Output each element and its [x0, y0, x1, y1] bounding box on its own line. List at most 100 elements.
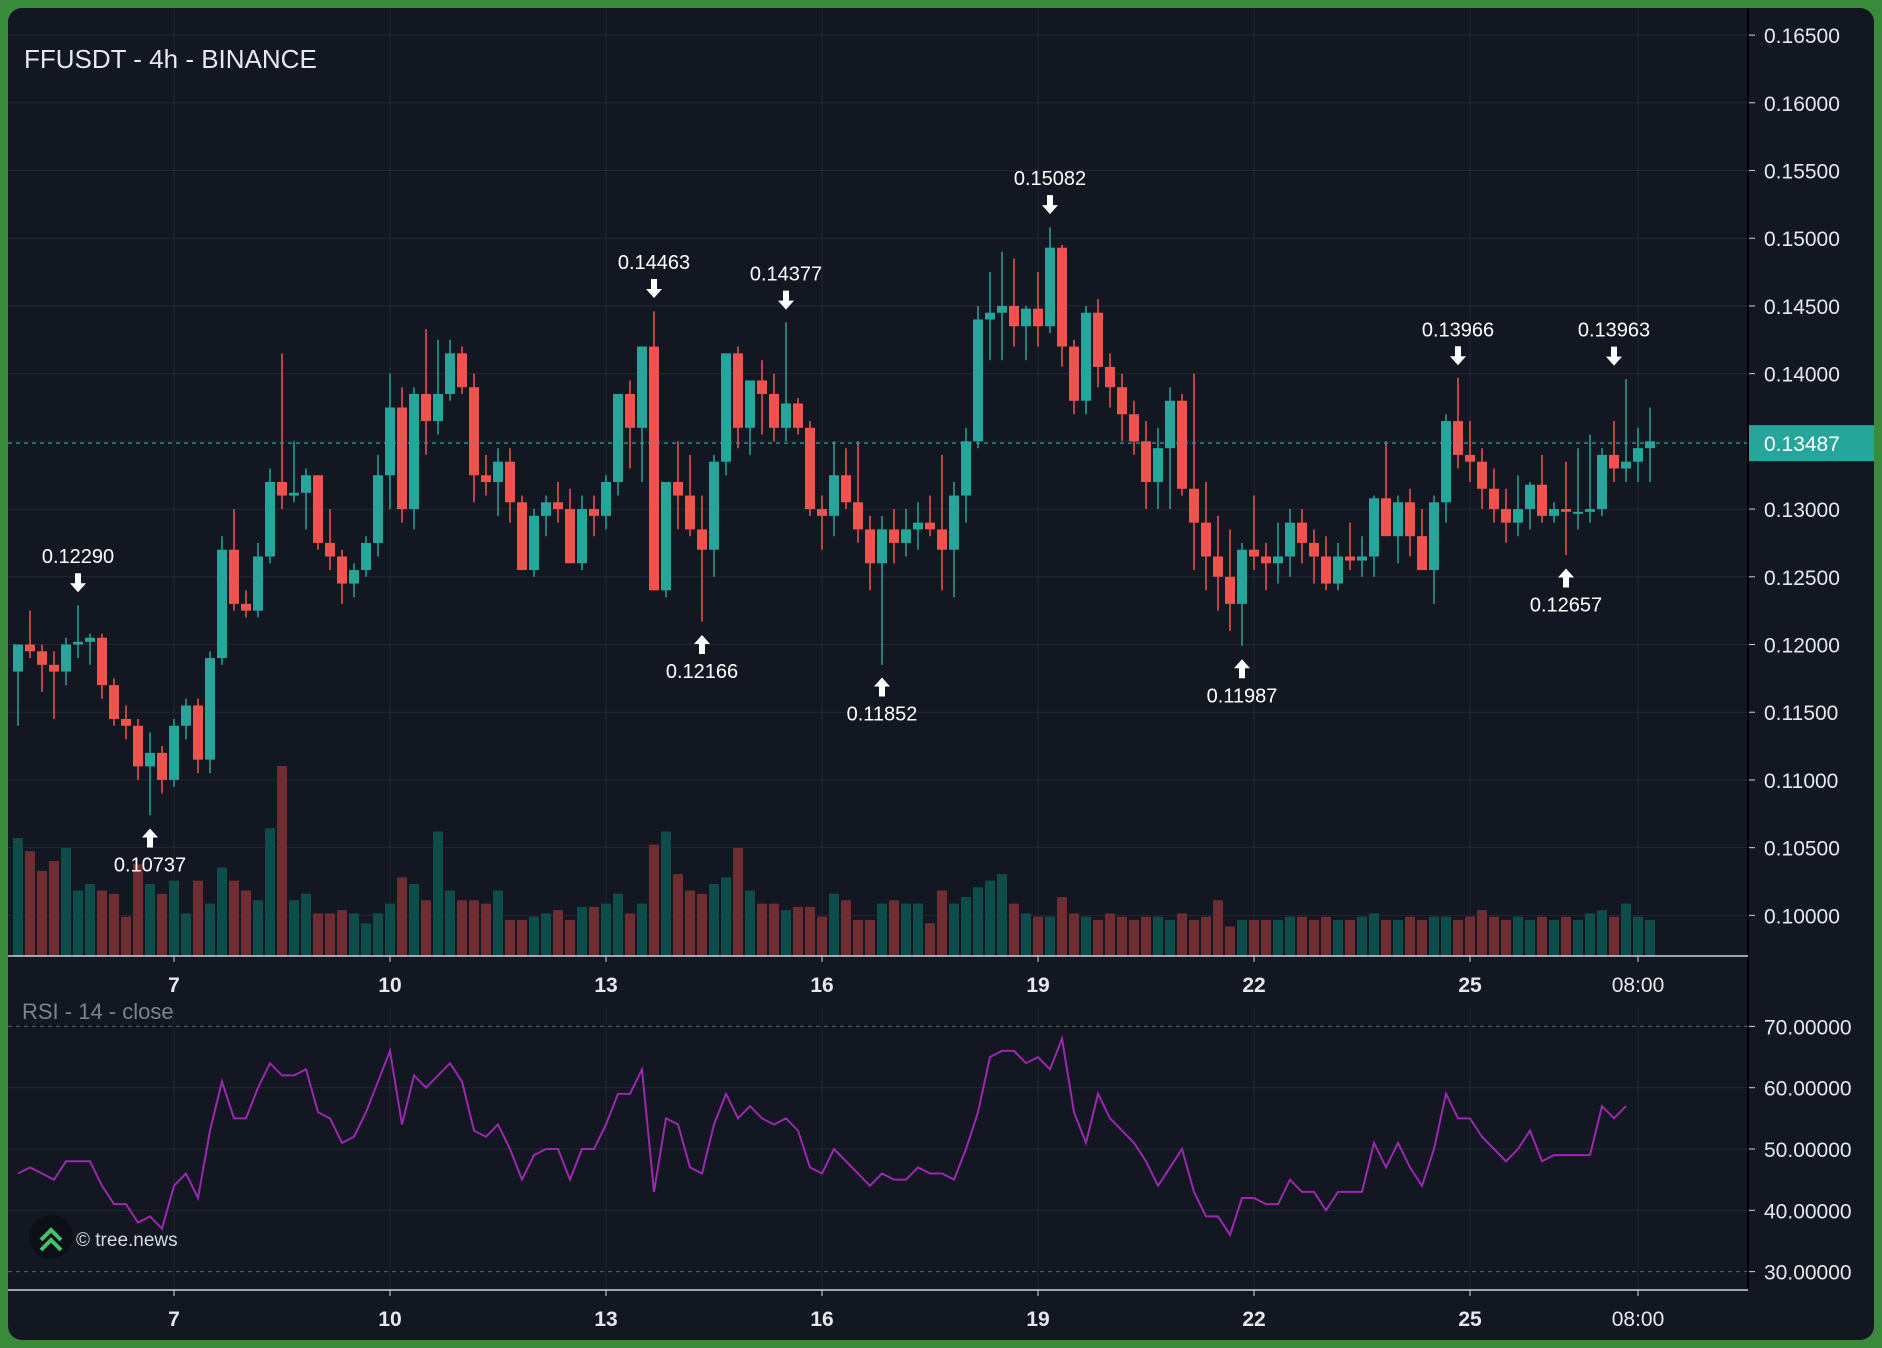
candle-body[interactable]: [553, 502, 563, 510]
candle-body[interactable]: [937, 529, 947, 550]
candle-body[interactable]: [1501, 509, 1511, 523]
candle-body[interactable]: [709, 461, 719, 550]
candle-body[interactable]: [133, 725, 143, 767]
candle-body[interactable]: [1033, 308, 1043, 327]
candle-body[interactable]: [1561, 509, 1571, 512]
chart-canvas[interactable]: 0.12290 0.10737 0.14463 0.12166 0.14377 0.118…: [8, 8, 1874, 1340]
candle-body[interactable]: [925, 522, 935, 530]
candle-body[interactable]: [973, 319, 983, 442]
candle-body[interactable]: [1249, 549, 1259, 557]
candle-body[interactable]: [61, 644, 71, 672]
candle-body[interactable]: [1057, 247, 1067, 347]
candle-body[interactable]: [529, 515, 539, 571]
candle-body[interactable]: [469, 387, 479, 476]
candle-body[interactable]: [1021, 308, 1031, 327]
candle-body[interactable]: [1117, 387, 1127, 415]
candle-body[interactable]: [109, 685, 119, 719]
candle-body[interactable]: [673, 482, 683, 496]
candle-body[interactable]: [997, 305, 1007, 313]
candle-body[interactable]: [901, 529, 911, 543]
candle-body[interactable]: [1393, 502, 1403, 537]
candle-body[interactable]: [685, 495, 695, 530]
candle-body[interactable]: [121, 719, 131, 726]
candle-body[interactable]: [1381, 498, 1391, 537]
candle-body[interactable]: [1477, 461, 1487, 489]
candle-body[interactable]: [865, 529, 875, 564]
candle-body[interactable]: [1333, 556, 1343, 584]
candle-body[interactable]: [781, 403, 791, 428]
candle-body[interactable]: [769, 393, 779, 428]
candle-body[interactable]: [217, 549, 227, 659]
candle-body[interactable]: [1417, 536, 1427, 571]
candle-body[interactable]: [757, 380, 767, 394]
candle-body[interactable]: [457, 353, 467, 388]
candle-body[interactable]: [445, 353, 455, 394]
candle-body[interactable]: [949, 495, 959, 550]
candle-body[interactable]: [1069, 346, 1079, 401]
candle-body[interactable]: [889, 529, 899, 543]
candle-body[interactable]: [1609, 454, 1619, 469]
candle-body[interactable]: [829, 475, 839, 516]
candle-body[interactable]: [1261, 556, 1271, 564]
candle-body[interactable]: [325, 542, 335, 557]
candle-body[interactable]: [1489, 488, 1499, 510]
candle-body[interactable]: [841, 475, 851, 503]
candle-body[interactable]: [1297, 522, 1307, 543]
candle-body[interactable]: [229, 549, 239, 604]
candle-body[interactable]: [1177, 400, 1187, 489]
candle-body[interactable]: [697, 529, 707, 550]
candle-body[interactable]: [1549, 509, 1559, 516]
candle-body[interactable]: [1237, 549, 1247, 604]
candle-body[interactable]: [1405, 502, 1415, 537]
candle-body[interactable]: [1585, 509, 1595, 512]
candle-body[interactable]: [1537, 484, 1547, 516]
candle-body[interactable]: [613, 393, 623, 482]
candle-body[interactable]: [853, 502, 863, 530]
candle-body[interactable]: [1357, 556, 1367, 561]
candle-body[interactable]: [637, 346, 647, 428]
candle-body[interactable]: [301, 475, 311, 493]
candle-body[interactable]: [145, 752, 155, 767]
candle-body[interactable]: [73, 641, 83, 645]
candle-body[interactable]: [493, 461, 503, 482]
candle-body[interactable]: [205, 658, 215, 760]
candle-body[interactable]: [85, 637, 95, 642]
candle-body[interactable]: [193, 705, 203, 760]
candle-body[interactable]: [1105, 366, 1115, 388]
candle-body[interactable]: [1165, 400, 1175, 449]
candle-body[interactable]: [1273, 556, 1283, 564]
candle-body[interactable]: [1213, 556, 1223, 577]
candle-body[interactable]: [277, 482, 287, 496]
candle-body[interactable]: [37, 651, 47, 665]
candle-body[interactable]: [1597, 454, 1607, 510]
candle-body[interactable]: [1093, 312, 1103, 367]
candle-body[interactable]: [1429, 502, 1439, 571]
candle-body[interactable]: [577, 509, 587, 564]
candle-body[interactable]: [913, 522, 923, 530]
candle-body[interactable]: [1045, 247, 1055, 327]
candle-body[interactable]: [49, 664, 59, 672]
candle-body[interactable]: [1321, 556, 1331, 584]
candle-body[interactable]: [1573, 511, 1583, 514]
candle-body[interactable]: [793, 403, 803, 428]
candle-body[interactable]: [253, 556, 263, 611]
candle-body[interactable]: [1081, 312, 1091, 401]
candle-body[interactable]: [265, 482, 275, 557]
candle-body[interactable]: [1525, 484, 1535, 510]
candle-body[interactable]: [1201, 522, 1211, 557]
candle-body[interactable]: [961, 441, 971, 496]
candle-body[interactable]: [169, 725, 179, 780]
candle-body[interactable]: [409, 393, 419, 510]
candle-body[interactable]: [385, 407, 395, 476]
candle-body[interactable]: [1009, 305, 1019, 327]
candle-body[interactable]: [1621, 461, 1631, 469]
candle-body[interactable]: [601, 482, 611, 516]
candle-body[interactable]: [1345, 556, 1355, 561]
candle-body[interactable]: [1369, 498, 1379, 557]
candle-body[interactable]: [1513, 509, 1523, 523]
candle-body[interactable]: [1645, 441, 1655, 449]
candle-body[interactable]: [877, 529, 887, 564]
candle-body[interactable]: [361, 542, 371, 571]
candle-body[interactable]: [97, 637, 107, 686]
candle-body[interactable]: [433, 393, 443, 422]
